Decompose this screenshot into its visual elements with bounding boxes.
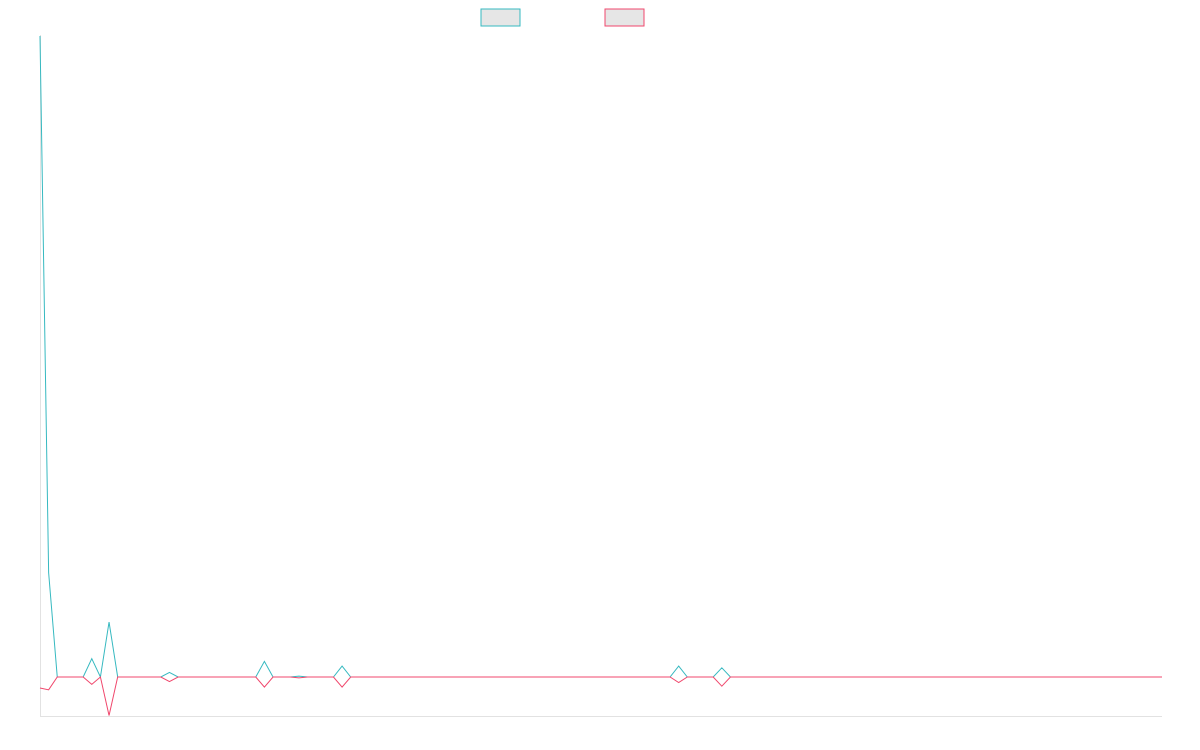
plot-area <box>39 35 1162 716</box>
legend-swatch-series-1[interactable] <box>480 8 521 27</box>
legend-swatch-series-2[interactable] <box>604 8 645 27</box>
chart-legend <box>480 8 645 27</box>
chart-axes <box>40 35 1162 717</box>
series-1-line[interactable] <box>39 35 1162 679</box>
series-2-line[interactable] <box>39 676 1162 716</box>
